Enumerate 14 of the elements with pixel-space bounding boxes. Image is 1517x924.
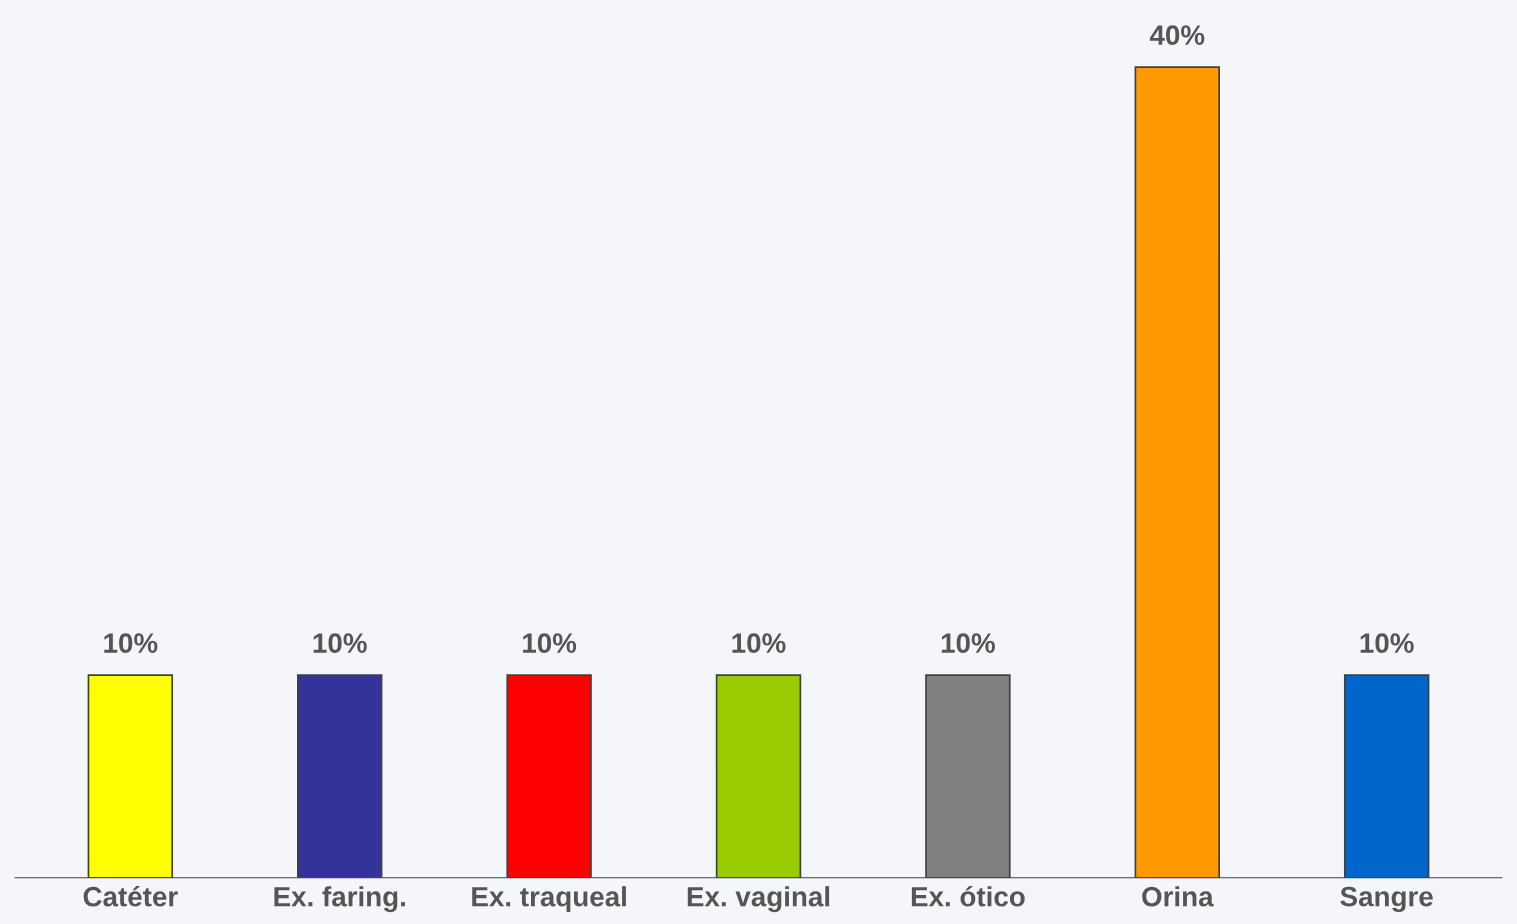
x-tick-label: Ex. faring.: [274, 886, 405, 913]
x-tick-label: Sangre: [1340, 886, 1433, 913]
data-label: 10%: [732, 633, 786, 653]
x-tick-label: Ex. vaginal: [687, 886, 830, 913]
data-label: 10%: [523, 633, 577, 653]
data-label: 10%: [1360, 633, 1414, 653]
x-tick-label: Orina: [1142, 886, 1214, 907]
x-tick-label: Ex. traqueal: [472, 886, 626, 913]
data-label: 10%: [313, 633, 367, 653]
data-label: 40%: [1149, 25, 1205, 45]
x-tick-label: Ex. ótico: [911, 885, 1025, 907]
x-tick-label: Catéter: [83, 885, 178, 907]
data-label: 10%: [941, 633, 995, 653]
data-label: 10%: [104, 633, 158, 653]
